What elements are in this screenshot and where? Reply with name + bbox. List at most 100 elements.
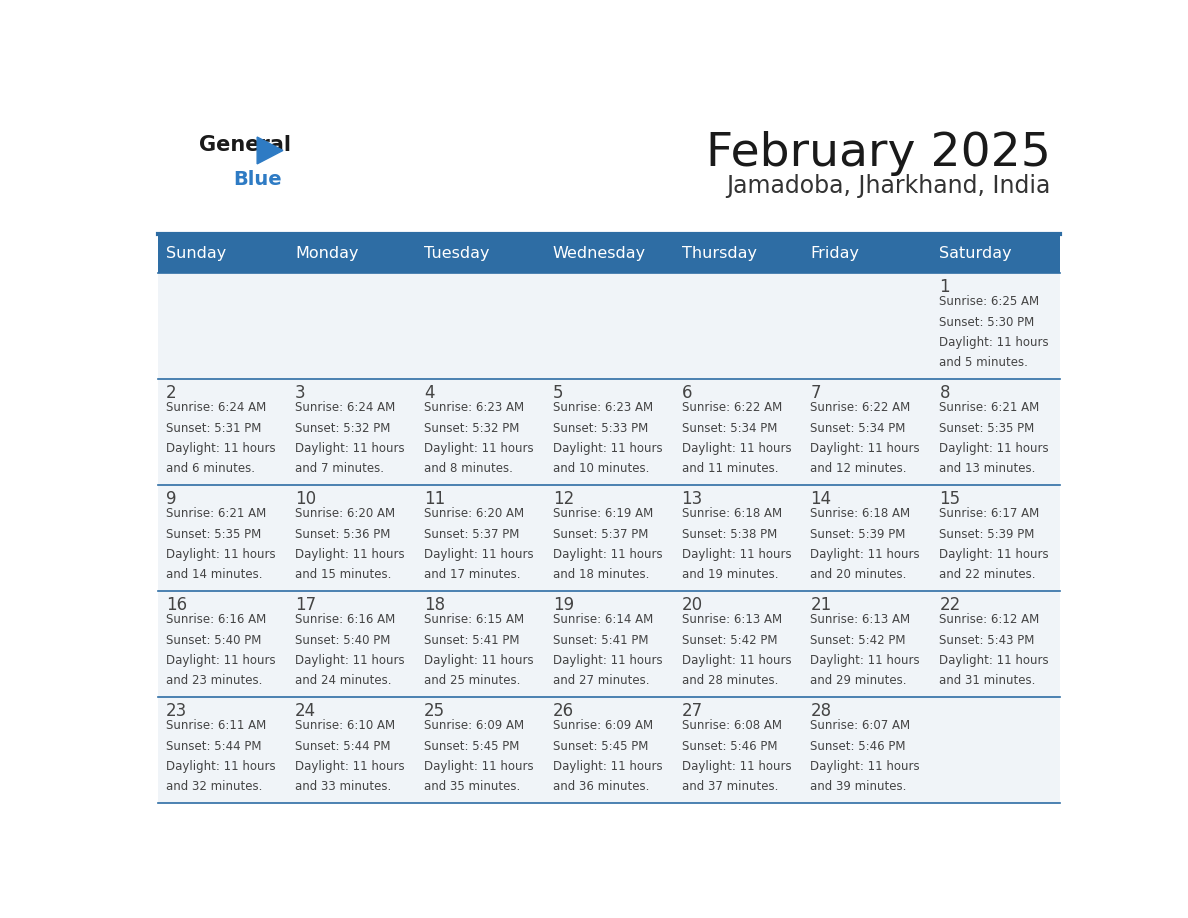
Text: and 14 minutes.: and 14 minutes. [166,568,263,581]
Text: 27: 27 [682,701,703,720]
Text: Daylight: 11 hours: Daylight: 11 hours [295,548,405,561]
Text: and 7 minutes.: and 7 minutes. [295,462,384,475]
Text: and 11 minutes.: and 11 minutes. [682,462,778,475]
Bar [286,485,416,591]
Bar [286,379,416,485]
Text: 14: 14 [810,489,832,508]
Text: Monday: Monday [295,246,359,261]
Text: Daylight: 11 hours: Daylight: 11 hours [682,442,791,454]
Text: Sunset: 5:30 PM: Sunset: 5:30 PM [940,316,1035,329]
Text: Daylight: 11 hours: Daylight: 11 hours [940,548,1049,561]
Text: Daylight: 11 hours: Daylight: 11 hours [552,654,663,666]
Text: Sunrise: 6:22 AM: Sunrise: 6:22 AM [810,401,911,414]
Text: and 28 minutes.: and 28 minutes. [682,674,778,687]
Text: Daylight: 11 hours: Daylight: 11 hours [940,336,1049,349]
Text: 7: 7 [810,384,821,402]
Text: Daylight: 11 hours: Daylight: 11 hours [424,760,533,773]
Text: 3: 3 [295,384,305,402]
Text: Wednesday: Wednesday [552,246,646,261]
Text: Daylight: 11 hours: Daylight: 11 hours [424,442,533,454]
Bar [931,697,1060,803]
Text: Thursday: Thursday [682,246,757,261]
Text: Sunrise: 6:25 AM: Sunrise: 6:25 AM [940,296,1040,308]
Text: Sunrise: 6:11 AM: Sunrise: 6:11 AM [166,720,266,733]
Text: Daylight: 11 hours: Daylight: 11 hours [940,654,1049,666]
Text: Sunrise: 6:15 AM: Sunrise: 6:15 AM [424,613,524,626]
Text: Sunrise: 6:16 AM: Sunrise: 6:16 AM [166,613,266,626]
Text: 23: 23 [166,701,188,720]
Text: and 31 minutes.: and 31 minutes. [940,674,1036,687]
Text: Sunset: 5:45 PM: Sunset: 5:45 PM [424,740,519,753]
Bar [158,591,286,697]
Bar [544,379,674,485]
Text: and 15 minutes.: and 15 minutes. [295,568,391,581]
Text: and 22 minutes.: and 22 minutes. [940,568,1036,581]
Bar [931,379,1060,485]
Bar [416,234,544,273]
Text: Sunset: 5:33 PM: Sunset: 5:33 PM [552,421,647,434]
Bar [544,591,674,697]
Text: and 29 minutes.: and 29 minutes. [810,674,906,687]
Text: Sunset: 5:37 PM: Sunset: 5:37 PM [424,528,519,541]
Text: 1: 1 [940,277,950,296]
Text: and 19 minutes.: and 19 minutes. [682,568,778,581]
Text: and 12 minutes.: and 12 minutes. [810,462,906,475]
Text: and 23 minutes.: and 23 minutes. [166,674,263,687]
Text: 4: 4 [424,384,435,402]
Text: 8: 8 [940,384,950,402]
Text: and 33 minutes.: and 33 minutes. [295,780,391,793]
Text: Sunrise: 6:10 AM: Sunrise: 6:10 AM [295,720,396,733]
Bar [286,591,416,697]
Text: Daylight: 11 hours: Daylight: 11 hours [295,654,405,666]
Text: Sunset: 5:36 PM: Sunset: 5:36 PM [295,528,391,541]
Text: Sunset: 5:39 PM: Sunset: 5:39 PM [940,528,1035,541]
Text: Sunset: 5:38 PM: Sunset: 5:38 PM [682,528,777,541]
Text: Sunrise: 6:23 AM: Sunrise: 6:23 AM [424,401,524,414]
Text: 24: 24 [295,701,316,720]
Text: Sunrise: 6:13 AM: Sunrise: 6:13 AM [682,613,782,626]
Bar [674,273,802,379]
Text: Daylight: 11 hours: Daylight: 11 hours [424,654,533,666]
Text: Sunset: 5:40 PM: Sunset: 5:40 PM [166,633,261,646]
Text: Sunset: 5:44 PM: Sunset: 5:44 PM [166,740,261,753]
Bar [674,485,802,591]
Text: Tuesday: Tuesday [424,246,489,261]
Bar [931,273,1060,379]
Text: 6: 6 [682,384,693,402]
Bar [931,485,1060,591]
Text: Sunset: 5:42 PM: Sunset: 5:42 PM [810,633,906,646]
Text: and 24 minutes.: and 24 minutes. [295,674,391,687]
Text: and 13 minutes.: and 13 minutes. [940,462,1036,475]
Text: Sunrise: 6:20 AM: Sunrise: 6:20 AM [424,508,524,521]
Text: 13: 13 [682,489,703,508]
Text: 19: 19 [552,596,574,614]
Text: 5: 5 [552,384,563,402]
Text: Sunset: 5:40 PM: Sunset: 5:40 PM [295,633,391,646]
Text: Daylight: 11 hours: Daylight: 11 hours [940,442,1049,454]
Text: Sunset: 5:32 PM: Sunset: 5:32 PM [295,421,391,434]
Bar [286,273,416,379]
Text: Sunrise: 6:08 AM: Sunrise: 6:08 AM [682,720,782,733]
Text: and 17 minutes.: and 17 minutes. [424,568,520,581]
Text: and 5 minutes.: and 5 minutes. [940,356,1029,369]
Bar [931,234,1060,273]
Text: Sunrise: 6:23 AM: Sunrise: 6:23 AM [552,401,653,414]
Text: Daylight: 11 hours: Daylight: 11 hours [166,442,276,454]
Text: Sunset: 5:39 PM: Sunset: 5:39 PM [810,528,906,541]
Text: Sunrise: 6:21 AM: Sunrise: 6:21 AM [166,508,266,521]
Text: and 25 minutes.: and 25 minutes. [424,674,520,687]
Text: Sunrise: 6:18 AM: Sunrise: 6:18 AM [810,508,911,521]
Text: Daylight: 11 hours: Daylight: 11 hours [682,548,791,561]
Text: Daylight: 11 hours: Daylight: 11 hours [552,548,663,561]
Bar [158,234,286,273]
Text: 28: 28 [810,701,832,720]
Bar [158,485,286,591]
Text: 22: 22 [940,596,961,614]
Text: and 36 minutes.: and 36 minutes. [552,780,649,793]
Text: Sunset: 5:35 PM: Sunset: 5:35 PM [166,528,261,541]
Text: and 20 minutes.: and 20 minutes. [810,568,906,581]
Text: 11: 11 [424,489,446,508]
Text: Blue: Blue [233,170,282,189]
Bar [802,697,931,803]
Bar [416,591,544,697]
